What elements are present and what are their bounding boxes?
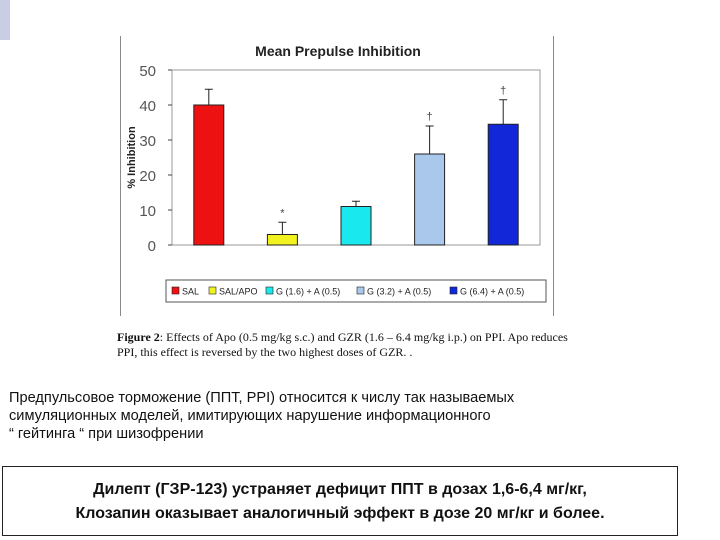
y-tick-label-5: 50 [139,63,156,80]
legend-swatch-0 [171,286,180,295]
legend-label-0: SAL [182,287,199,297]
legend-label-2: G (1.6) + A (0.5) [276,287,340,297]
bar-2 [340,206,372,246]
frame-right-border [553,36,554,316]
legend-swatch-2 [265,286,274,295]
conclusion-box: Дилепт (ГЗР-123) устраняет дефицит ППТ в… [2,466,678,536]
legend-swatch-3 [356,286,365,295]
caption-label: Figure 2 [117,330,160,344]
legend-label-4: G (6.4) + A (0.5) [460,287,524,297]
legend-label-3: G (3.2) + A (0.5) [367,287,431,297]
legend-label-1: SAL/APO [219,287,258,297]
figure-frame: Mean Prepulse Inhibition % Inhibition 0 10 2… [120,36,554,316]
y-tick-label-1: 10 [139,203,156,220]
conclusion-line-1: Дилепт (ГЗР-123) устраняет дефицит ППТ в… [93,481,587,498]
y-tick-label-3: 30 [139,133,156,150]
figure-caption: Figure 2: Effects of Apo (0.5 mg/kg s.c.… [117,330,587,360]
y-tick-label-4: 40 [139,98,156,115]
prepulse-inhibition-chart: Mean Prepulse Inhibition % Inhibition 0 10 2… [126,43,547,303]
legend-swatch-4 [449,286,458,295]
ppi-description-line-1: Предпульсовое торможение (ППТ, PPI) отно… [9,390,515,406]
significance-mark-1: * [280,207,285,219]
y-tick-label-0: 0 [148,238,156,255]
conclusion-line-2: Клозапин оказывает аналогичный эффект в … [75,505,605,522]
significance-mark-4: † [500,85,506,97]
y-tick-label-2: 20 [139,168,156,185]
legend-swatch-1 [208,286,217,295]
bar-1 [266,234,298,246]
ppi-description: Предпульсовое торможение (ППТ, PPI) отно… [9,389,715,443]
frame-left-border [120,36,121,316]
caption-text: : Effects of Apo (0.5 mg/kg s.c.) and GZ… [117,330,568,359]
bar-0 [193,104,225,246]
chart-title: Mean Prepulse Inhibition [255,43,421,59]
bar-3 [414,153,446,246]
bar-4 [487,123,519,246]
legend-box [165,279,547,303]
y-axis-label: % Inhibition [126,126,138,189]
ppi-description-line-3: “ гейтинга “ при шизофрении [9,426,204,442]
ppi-description-line-2: симуляционных моделей, имитирующих наруш… [9,408,491,424]
slide-corner-accent [0,0,10,40]
significance-mark-3: † [427,111,433,123]
